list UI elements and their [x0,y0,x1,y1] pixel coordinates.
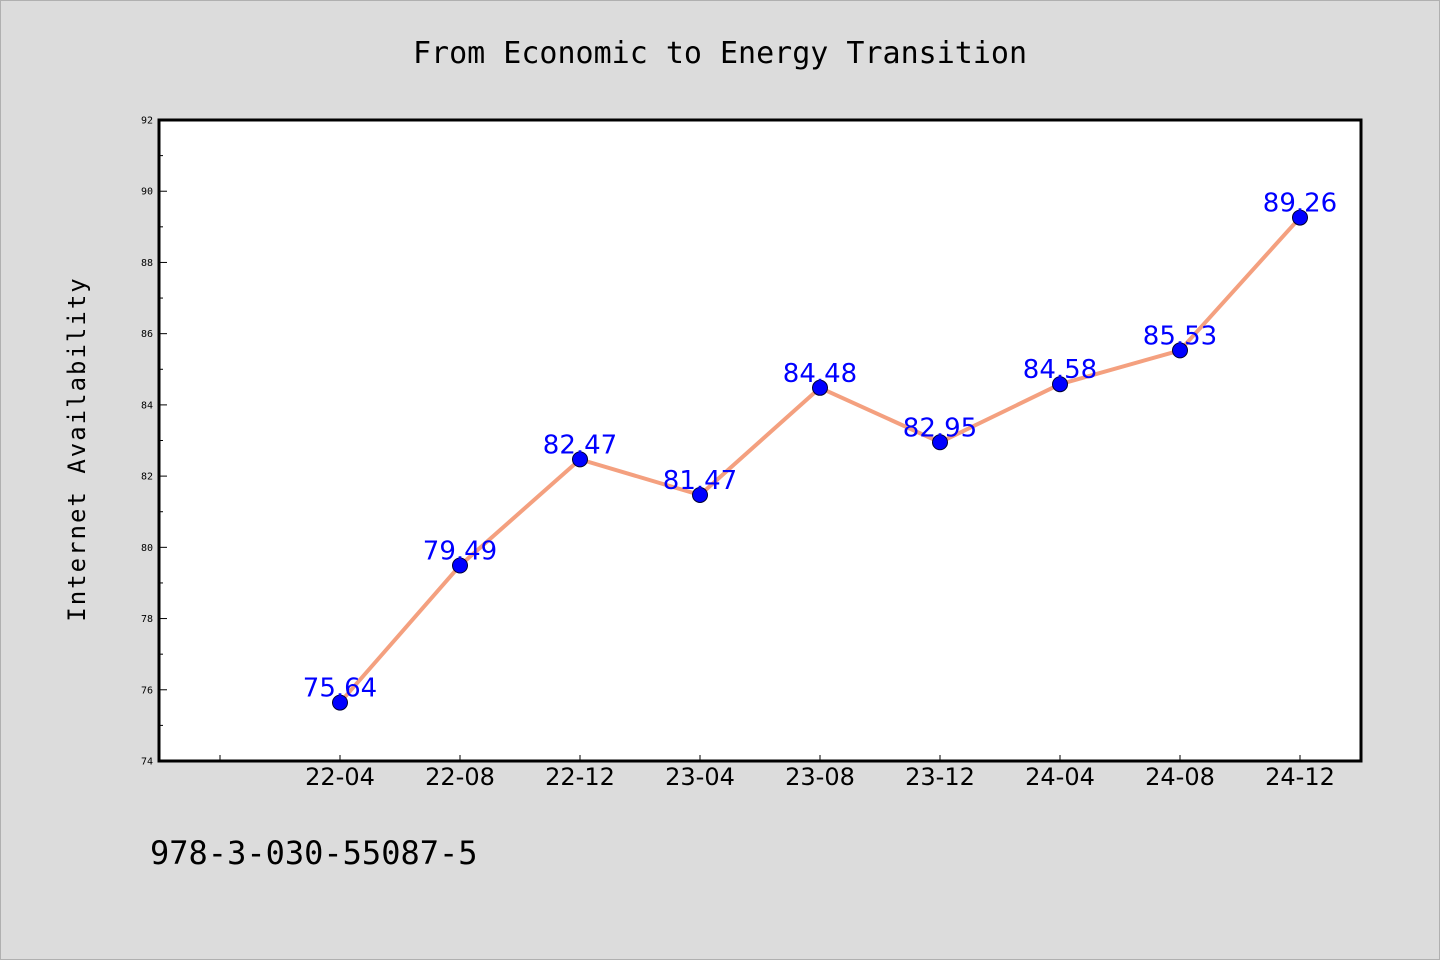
plot-area [157,118,1363,763]
data-label: 82.47 [543,430,617,460]
data-point [1172,342,1188,359]
y-tick-label: 88 [141,258,153,269]
x-tick-label: 22-12 [545,763,615,791]
data-point [1052,376,1068,393]
y-axis-label: Internet Availability [63,276,91,621]
data-point [572,451,588,468]
data-point [812,379,828,396]
y-axis-ticks: 74 76 78 80 82 84 86 88 90 92 [141,116,167,768]
x-tick-label: 23-12 [905,763,975,791]
series: 75.64 79.49 82.47 81.47 84.48 82.95 84.58 85.53… [303,189,1337,711]
y-tick-label: 76 [141,685,153,696]
x-tick-label: 24-08 [1145,763,1215,791]
y-tick-label: 78 [141,614,153,625]
x-tick-label: 22-04 [305,763,375,791]
data-point [692,486,708,503]
data-label: 75.64 [303,674,377,704]
x-tick-label: 24-04 [1025,763,1095,791]
y-tick-label: 82 [141,472,153,483]
y-tick-label: 90 [141,187,153,198]
x-tick-label: 22-08 [425,763,495,791]
data-point [452,557,468,574]
y-tick-label: 86 [141,329,153,340]
y-tick-label: 84 [141,400,153,411]
x-tick-label: 23-04 [665,763,735,791]
data-label: 84.48 [783,359,857,389]
data-label: 82.95 [903,413,977,443]
data-point [1292,209,1308,226]
x-tick-label: 24-12 [1265,763,1335,791]
data-label: 84.58 [1023,355,1097,385]
x-tick-label: 23-08 [785,763,855,791]
data-label: 79.49 [423,536,497,566]
data-label: 81.47 [663,466,737,496]
data-label: 85.53 [1143,321,1217,351]
chart-title: From Economic to Energy Transition [413,36,1027,71]
y-tick-label: 74 [141,757,153,768]
data-point [332,694,348,711]
data-point [932,434,948,451]
data-label: 89.26 [1263,189,1337,219]
y-tick-label: 80 [141,543,153,554]
footnote-isbn: 978-3-030-55087-5 [150,834,478,872]
x-axis-ticks: 22-04 22-08 22-12 23-04 23-08 23-12 24-04 24-08… [219,755,1335,791]
y-tick-label: 92 [141,116,153,127]
